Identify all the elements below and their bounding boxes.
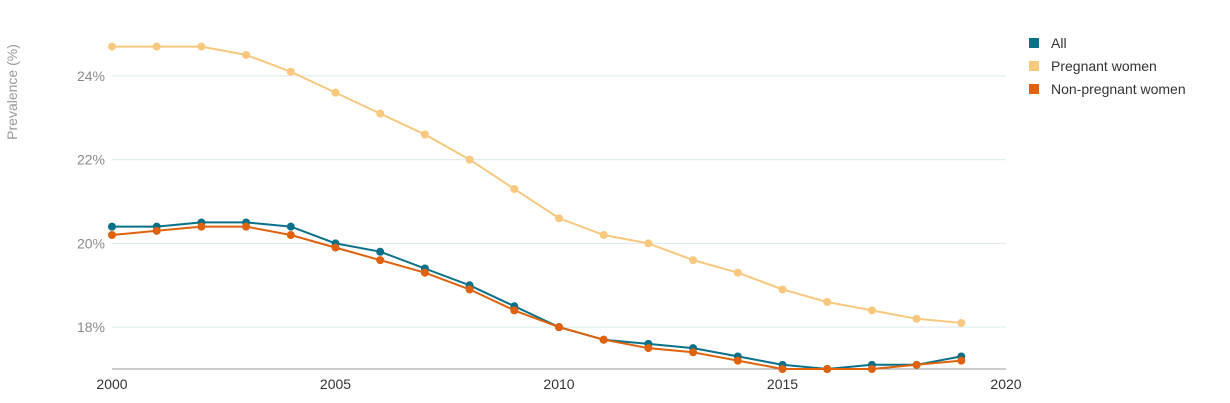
data-point-pregnant-women[interactable] — [108, 42, 116, 51]
data-point-pregnant-women[interactable] — [510, 184, 519, 193]
data-point-non-pregnant-women[interactable] — [197, 222, 206, 231]
x-tick-label: 2010 — [543, 376, 574, 392]
series-line-non-pregnant-women — [111, 225, 962, 370]
data-point-non-pregnant-women[interactable] — [510, 306, 519, 315]
x-tick-label: 2005 — [320, 376, 351, 392]
data-point-non-pregnant-women[interactable] — [108, 231, 116, 239]
data-point-pregnant-women[interactable] — [555, 214, 563, 223]
x-tick-label: 2000 — [96, 376, 127, 392]
data-point-non-pregnant-women[interactable] — [599, 335, 608, 344]
data-point-non-pregnant-women[interactable] — [867, 365, 876, 373]
series-line-pregnant-women — [112, 45, 962, 324]
data-point-pregnant-women[interactable] — [376, 109, 385, 118]
data-point-pregnant-women[interactable] — [689, 256, 698, 265]
data-point-non-pregnant-women[interactable] — [644, 344, 653, 353]
x-tick-label: 2015 — [767, 376, 798, 392]
data-point-non-pregnant-women[interactable] — [823, 365, 832, 373]
data-point-non-pregnant-women[interactable] — [912, 360, 921, 369]
chart-legend: All Pregnant women Non-pregnant women — [1029, 31, 1186, 100]
data-point-pregnant-women[interactable] — [823, 298, 832, 306]
data-point-pregnant-women[interactable] — [197, 42, 206, 51]
axis-layer: 18% 20% 22% 24% 2000 2005 2010 2015 2020 — [77, 68, 1022, 392]
data-point-non-pregnant-women[interactable] — [331, 243, 340, 252]
legend-item-non-pregnant-women[interactable]: Non-pregnant women — [1029, 77, 1186, 100]
y-tick-label: 18% — [77, 319, 105, 335]
data-point-non-pregnant-women[interactable] — [957, 356, 966, 365]
data-point-non-pregnant-women[interactable] — [733, 356, 742, 365]
legend-swatch — [1029, 83, 1039, 94]
data-point-pregnant-women[interactable] — [599, 231, 608, 239]
grid-layer — [112, 75, 1006, 328]
y-axis-title: Prevalence (%) — [4, 44, 20, 140]
series-pregnant-women — [108, 42, 966, 327]
legend-label: Non-pregnant women — [1051, 80, 1186, 97]
data-point-all[interactable] — [108, 222, 116, 231]
data-point-pregnant-women[interactable] — [867, 306, 876, 315]
y-tick-label: 22% — [77, 152, 105, 168]
legend-item-pregnant-women[interactable]: Pregnant women — [1029, 54, 1186, 77]
data-point-non-pregnant-women[interactable] — [555, 323, 563, 332]
data-point-pregnant-women[interactable] — [242, 50, 251, 59]
y-tick-label: 20% — [77, 235, 105, 251]
data-point-non-pregnant-women[interactable] — [152, 226, 161, 235]
data-point-pregnant-women[interactable] — [286, 67, 295, 76]
series-all — [108, 218, 966, 373]
y-tick-label: 24% — [77, 68, 105, 84]
legend-label: Pregnant women — [1051, 57, 1157, 74]
data-point-all[interactable] — [286, 222, 295, 231]
data-point-non-pregnant-women[interactable] — [286, 231, 295, 239]
data-point-pregnant-women[interactable] — [152, 42, 161, 51]
data-point-pregnant-women[interactable] — [957, 318, 966, 327]
data-point-pregnant-women[interactable] — [644, 239, 653, 248]
data-point-non-pregnant-women[interactable] — [376, 256, 385, 265]
data-point-pregnant-women[interactable] — [420, 130, 429, 139]
legend-label: All — [1051, 34, 1067, 51]
series-line-all — [112, 221, 962, 370]
data-point-pregnant-women[interactable] — [778, 285, 787, 294]
x-tick-label: 2020 — [990, 376, 1021, 392]
series-layer — [108, 42, 966, 373]
series-non-pregnant-women — [108, 222, 966, 373]
data-point-pregnant-women[interactable] — [912, 314, 921, 323]
data-point-pregnant-women[interactable] — [331, 88, 340, 97]
data-point-pregnant-women[interactable] — [465, 155, 474, 164]
data-point-pregnant-women[interactable] — [733, 268, 742, 277]
data-point-non-pregnant-women[interactable] — [778, 365, 787, 373]
legend-swatch — [1029, 37, 1039, 48]
legend-item-all[interactable]: All — [1029, 31, 1186, 54]
data-point-non-pregnant-women[interactable] — [420, 268, 429, 277]
data-point-all[interactable] — [376, 247, 385, 256]
data-point-non-pregnant-women[interactable] — [689, 348, 698, 357]
data-point-non-pregnant-women[interactable] — [465, 285, 474, 294]
legend-swatch — [1029, 60, 1039, 71]
data-point-non-pregnant-women[interactable] — [242, 222, 251, 231]
